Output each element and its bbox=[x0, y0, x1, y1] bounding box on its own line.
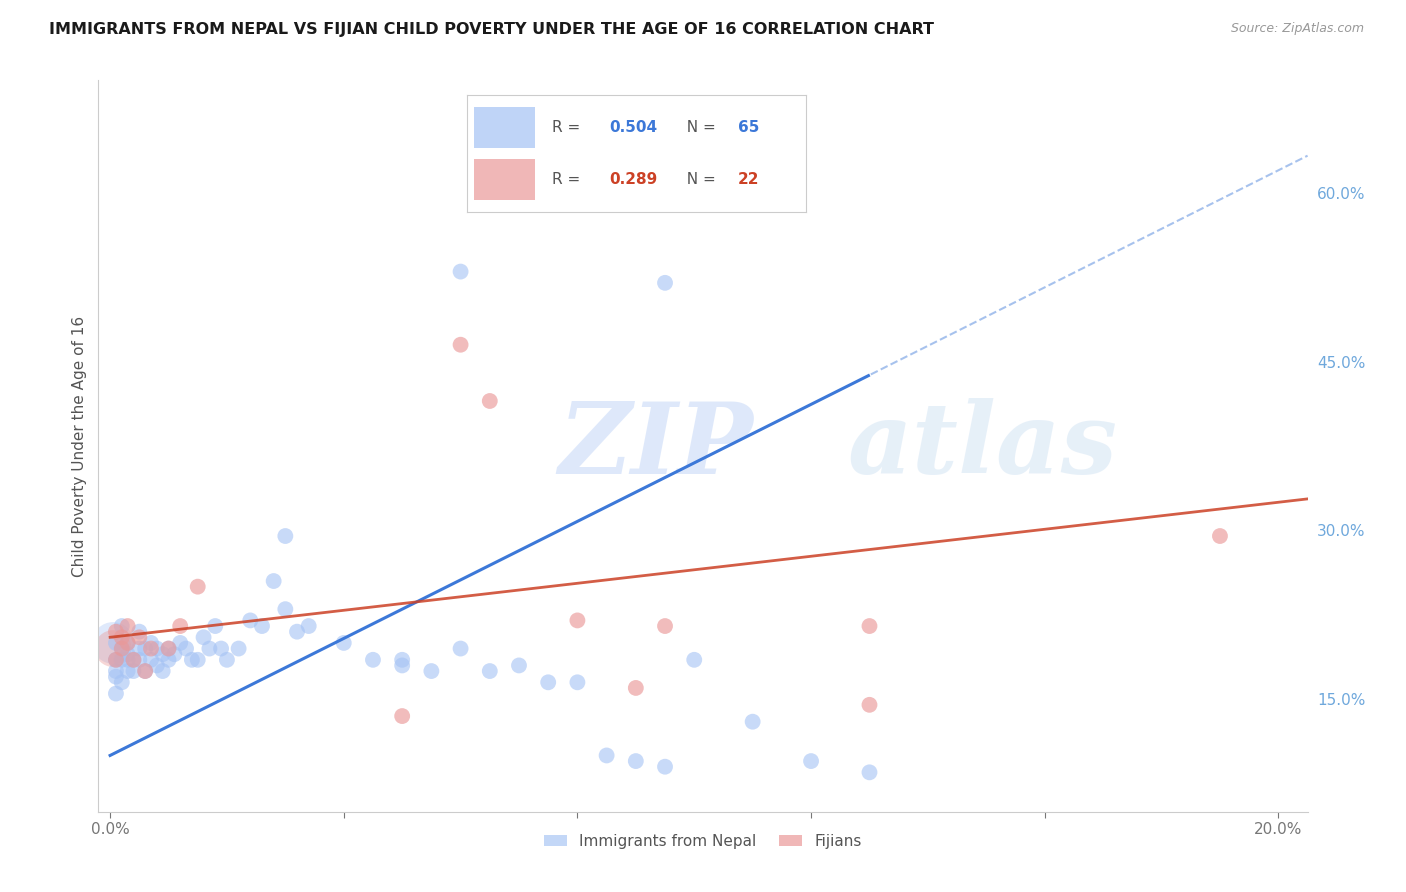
Fijians bbox=[117, 619, 139, 633]
Fijians bbox=[139, 641, 162, 656]
Immigrants from Nepal bbox=[134, 641, 156, 656]
Fijians bbox=[858, 698, 880, 712]
Immigrants from Nepal bbox=[215, 653, 238, 667]
Immigrants from Nepal bbox=[122, 653, 145, 667]
Fijians bbox=[111, 630, 134, 644]
Fijians bbox=[624, 681, 647, 695]
Y-axis label: Child Poverty Under the Age of 16: Child Poverty Under the Age of 16 bbox=[72, 316, 87, 576]
Immigrants from Nepal bbox=[117, 664, 139, 678]
Immigrants from Nepal bbox=[104, 653, 127, 667]
Immigrants from Nepal bbox=[180, 653, 202, 667]
Immigrants from Nepal bbox=[654, 760, 676, 774]
Immigrants from Nepal bbox=[250, 619, 273, 633]
Immigrants from Nepal bbox=[239, 614, 262, 628]
Immigrants from Nepal bbox=[152, 647, 174, 661]
Immigrants from Nepal bbox=[332, 636, 354, 650]
Immigrants from Nepal bbox=[274, 602, 297, 616]
Immigrants from Nepal bbox=[595, 748, 617, 763]
Immigrants from Nepal bbox=[128, 653, 150, 667]
Immigrants from Nepal bbox=[157, 653, 180, 667]
Immigrants from Nepal bbox=[209, 641, 232, 656]
Immigrants from Nepal bbox=[152, 664, 174, 678]
Immigrants from Nepal bbox=[858, 765, 880, 780]
Text: ZIP: ZIP bbox=[558, 398, 752, 494]
Fijians bbox=[567, 614, 589, 628]
Immigrants from Nepal bbox=[104, 636, 127, 650]
Immigrants from Nepal bbox=[800, 754, 823, 768]
Fijians bbox=[134, 664, 156, 678]
Immigrants from Nepal bbox=[450, 264, 472, 278]
Fijians bbox=[104, 653, 127, 667]
Legend: Immigrants from Nepal, Fijians: Immigrants from Nepal, Fijians bbox=[538, 828, 868, 855]
Immigrants from Nepal bbox=[537, 675, 560, 690]
Immigrants from Nepal bbox=[298, 619, 321, 633]
Immigrants from Nepal bbox=[187, 653, 209, 667]
Fijians bbox=[1209, 529, 1232, 543]
Fijians bbox=[157, 641, 180, 656]
Fijians bbox=[858, 619, 880, 633]
Immigrants from Nepal bbox=[128, 641, 150, 656]
Immigrants from Nepal bbox=[117, 653, 139, 667]
Immigrants from Nepal bbox=[134, 664, 156, 678]
Immigrants from Nepal bbox=[139, 636, 162, 650]
Immigrants from Nepal bbox=[104, 664, 127, 678]
Fijians bbox=[391, 709, 413, 723]
Immigrants from Nepal bbox=[450, 641, 472, 656]
Immigrants from Nepal bbox=[361, 653, 384, 667]
Immigrants from Nepal bbox=[163, 647, 186, 661]
Immigrants from Nepal bbox=[391, 658, 413, 673]
Fijians bbox=[450, 337, 472, 351]
Immigrants from Nepal bbox=[624, 754, 647, 768]
Immigrants from Nepal bbox=[508, 658, 530, 673]
Immigrants from Nepal bbox=[263, 574, 285, 588]
Immigrants from Nepal bbox=[654, 276, 676, 290]
Immigrants from Nepal bbox=[391, 653, 413, 667]
Immigrants from Nepal bbox=[741, 714, 763, 729]
Immigrants from Nepal bbox=[228, 641, 250, 656]
Fijians bbox=[104, 624, 127, 639]
Immigrants from Nepal bbox=[478, 664, 501, 678]
Immigrants from Nepal bbox=[111, 619, 134, 633]
Immigrants from Nepal bbox=[285, 624, 308, 639]
Immigrants from Nepal bbox=[128, 624, 150, 639]
Fijians bbox=[187, 580, 209, 594]
Text: atlas: atlas bbox=[848, 398, 1118, 494]
Fijians bbox=[169, 619, 191, 633]
Immigrants from Nepal bbox=[122, 664, 145, 678]
Immigrants from Nepal bbox=[139, 653, 162, 667]
Text: Source: ZipAtlas.com: Source: ZipAtlas.com bbox=[1230, 22, 1364, 36]
Fijians bbox=[128, 630, 150, 644]
Immigrants from Nepal bbox=[193, 630, 215, 644]
Immigrants from Nepal bbox=[683, 653, 706, 667]
Fijians bbox=[117, 636, 139, 650]
Immigrants from Nepal bbox=[146, 641, 169, 656]
Fijians bbox=[654, 619, 676, 633]
Immigrants from Nepal bbox=[169, 636, 191, 650]
Immigrants from Nepal bbox=[174, 641, 197, 656]
Fijians bbox=[122, 653, 145, 667]
Immigrants from Nepal bbox=[198, 641, 221, 656]
Immigrants from Nepal bbox=[146, 658, 169, 673]
Fijians bbox=[111, 641, 134, 656]
Immigrants from Nepal bbox=[111, 653, 134, 667]
Point bbox=[101, 641, 124, 656]
Text: IMMIGRANTS FROM NEPAL VS FIJIAN CHILD POVERTY UNDER THE AGE OF 16 CORRELATION CH: IMMIGRANTS FROM NEPAL VS FIJIAN CHILD PO… bbox=[49, 22, 934, 37]
Immigrants from Nepal bbox=[567, 675, 589, 690]
Immigrants from Nepal bbox=[157, 641, 180, 656]
Point bbox=[101, 636, 124, 650]
Immigrants from Nepal bbox=[274, 529, 297, 543]
Immigrants from Nepal bbox=[104, 670, 127, 684]
Immigrants from Nepal bbox=[111, 675, 134, 690]
Immigrants from Nepal bbox=[111, 641, 134, 656]
Immigrants from Nepal bbox=[117, 647, 139, 661]
Immigrants from Nepal bbox=[204, 619, 226, 633]
Immigrants from Nepal bbox=[420, 664, 443, 678]
Immigrants from Nepal bbox=[104, 687, 127, 701]
Immigrants from Nepal bbox=[117, 636, 139, 650]
Fijians bbox=[478, 394, 501, 409]
